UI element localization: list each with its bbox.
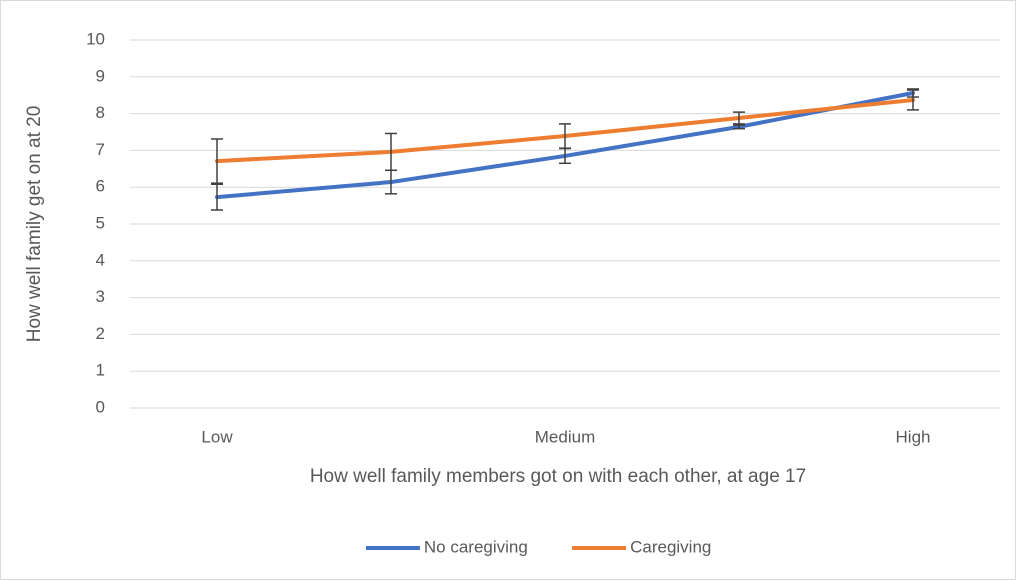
x-axis-title: How well family members got on with each… bbox=[310, 466, 806, 487]
y-tick-label: 1 bbox=[96, 361, 105, 380]
y-tick-label: 0 bbox=[96, 397, 105, 416]
y-tick-label: 10 bbox=[86, 29, 105, 48]
error-bar bbox=[733, 124, 745, 130]
y-tick-label: 2 bbox=[96, 324, 105, 343]
legend-label: No caregiving bbox=[424, 537, 528, 556]
y-tick-label: 6 bbox=[96, 177, 105, 196]
y-tick-label: 5 bbox=[96, 213, 105, 232]
y-axis-title: How well family get on at 20 bbox=[24, 106, 45, 343]
error-bar bbox=[211, 138, 223, 184]
x-tick-label: Medium bbox=[535, 427, 595, 446]
y-tick-label: 7 bbox=[96, 140, 105, 159]
y-tick-label: 8 bbox=[96, 103, 105, 122]
error-bar bbox=[733, 111, 745, 125]
error-bar bbox=[907, 89, 919, 111]
x-tick-label: Low bbox=[201, 427, 233, 446]
error-bar bbox=[211, 183, 223, 211]
error-bar bbox=[385, 132, 397, 172]
error-bar bbox=[559, 123, 571, 149]
y-tick-label: 4 bbox=[96, 250, 105, 269]
legend-label: Caregiving bbox=[630, 537, 711, 556]
y-tick-label: 9 bbox=[96, 66, 105, 85]
y-tick-label: 3 bbox=[96, 287, 105, 306]
x-tick-label: High bbox=[896, 427, 931, 446]
